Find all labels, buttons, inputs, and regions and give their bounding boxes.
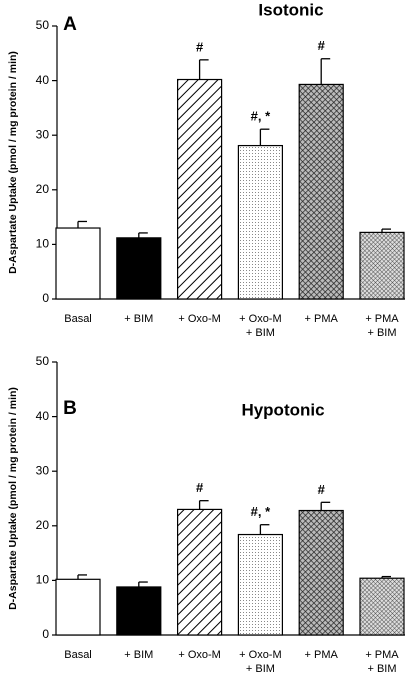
significance-label: #, * — [251, 109, 271, 124]
bar — [116, 237, 162, 300]
x-tick-label: + PMA — [365, 649, 399, 661]
x-tick-label: Basal — [64, 649, 92, 661]
y-tick-label: 50 — [36, 18, 50, 32]
x-tick-label: + Oxo-M — [239, 313, 281, 325]
bar — [116, 586, 162, 636]
significance-label: # — [318, 482, 326, 497]
y-tick-label: 30 — [36, 463, 50, 477]
bar — [359, 231, 405, 300]
significance-label: # — [196, 480, 204, 495]
y-tick-label: 20 — [36, 182, 50, 196]
x-tick-label: + BIM — [246, 327, 275, 339]
significance-label: #, * — [251, 504, 271, 519]
y-tick-label: 40 — [36, 73, 50, 87]
y-axis-label: D-Aspartate Uptake (pmol / mg protein / … — [7, 387, 19, 610]
x-tick-label: + BIM — [246, 663, 275, 673]
x-tick-label: + BIM — [124, 313, 153, 325]
y-tick-label: 0 — [42, 627, 49, 641]
y-tick-label: 20 — [36, 518, 50, 532]
bar — [298, 83, 344, 300]
x-tick-label: + BIM — [367, 327, 396, 339]
x-tick-label: + PMA — [305, 313, 339, 325]
bar — [237, 533, 283, 636]
bar — [237, 144, 283, 300]
x-tick-label: + PMA — [365, 313, 399, 325]
bar — [177, 78, 223, 300]
x-tick-label: + Oxo-M — [178, 313, 220, 325]
y-tick-label: 40 — [36, 409, 50, 423]
bar — [55, 578, 101, 636]
panel-letter: A — [63, 14, 77, 35]
bar — [298, 509, 344, 636]
significance-label: # — [318, 38, 326, 53]
panel-letter: B — [63, 398, 77, 419]
y-tick-label: 10 — [36, 237, 50, 251]
y-tick-label: 50 — [36, 354, 50, 368]
x-tick-label: + BIM — [124, 649, 153, 661]
bar — [55, 227, 101, 300]
y-tick-label: 30 — [36, 127, 50, 141]
x-tick-label: + PMA — [305, 649, 339, 661]
x-tick-label: + Oxo-M — [239, 649, 281, 661]
panel-title: Hypotonic — [241, 400, 324, 419]
significance-label: # — [196, 39, 204, 54]
panel-title: Isotonic — [258, 0, 323, 19]
bar — [359, 577, 405, 636]
x-tick-label: + Oxo-M — [178, 649, 220, 661]
y-axis-label: D-Aspartate Uptake (pmol / mg protein / … — [7, 51, 19, 274]
y-tick-label: 10 — [36, 573, 50, 587]
x-tick-label: Basal — [64, 313, 92, 325]
bar — [177, 508, 223, 636]
y-tick-label: 0 — [42, 291, 49, 305]
x-tick-label: + BIM — [367, 663, 396, 673]
